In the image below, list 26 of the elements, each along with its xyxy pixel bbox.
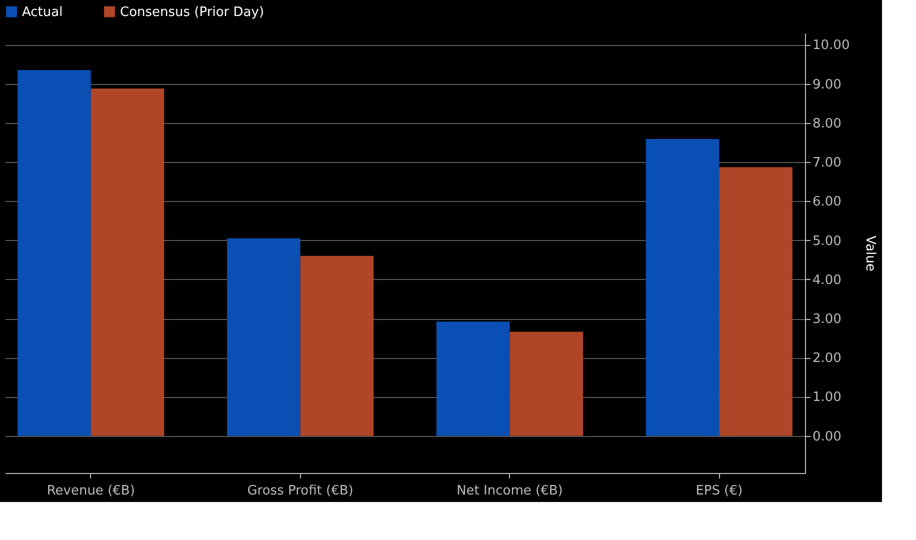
legend-label: Actual	[22, 4, 63, 20]
bar	[436, 322, 510, 436]
x-tick-label: EPS (€)	[696, 484, 743, 498]
bar	[18, 70, 91, 436]
x-tick-label: Revenue (€B)	[46, 484, 135, 498]
x-tick-label: Gross Profit (€B)	[247, 484, 354, 498]
x-tick-label: Net Income (€B)	[456, 484, 563, 498]
y-tick-label: 7.00	[812, 156, 842, 171]
y-tick-label: 5.00	[812, 234, 842, 249]
bar	[646, 138, 720, 436]
y-tick-label: 2.00	[812, 351, 842, 366]
legend-label: Consensus (Prior Day)	[120, 4, 264, 20]
y-tick-label: 1.00	[812, 390, 842, 406]
y-tick-label: 4.00	[812, 272, 842, 288]
y-tick-label: 6.00	[812, 194, 842, 210]
bar	[226, 238, 300, 436]
y-axis-title: Value	[862, 236, 878, 272]
bar	[510, 332, 584, 436]
bar	[90, 88, 164, 436]
y-tick-label: 0.00	[812, 429, 842, 444]
bar	[300, 256, 374, 436]
y-tick-label: 3.00	[812, 312, 842, 328]
y-tick-label: 10.00	[812, 38, 850, 54]
bar	[719, 167, 792, 436]
y-tick-label: 8.00	[812, 116, 842, 132]
y-tick-label: 9.00	[812, 77, 842, 92]
